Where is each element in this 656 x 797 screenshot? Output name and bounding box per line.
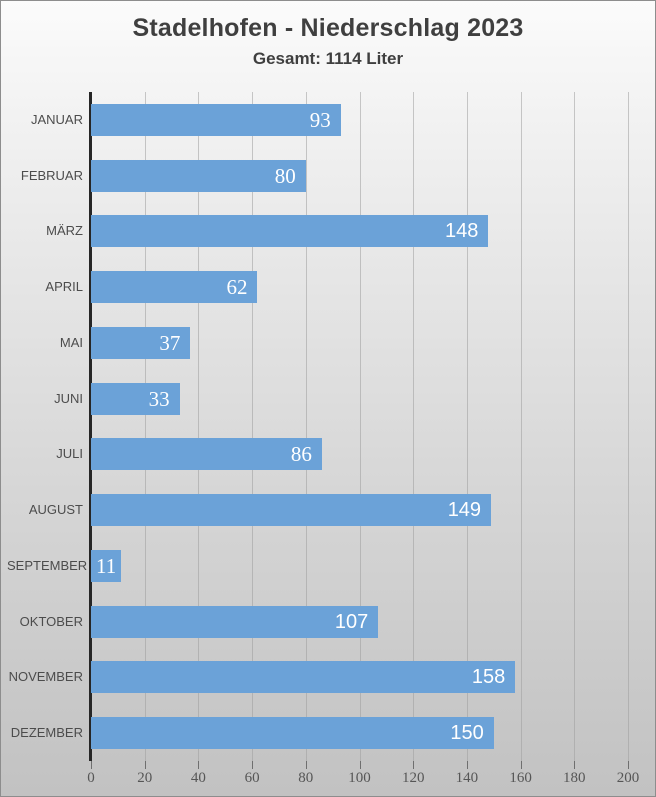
gridline <box>144 92 146 761</box>
x-axis-tick-mark <box>628 761 629 769</box>
bar: 33 <box>91 382 180 415</box>
x-axis-tick-mark <box>359 761 361 769</box>
category-label: MÄRZ <box>46 223 83 239</box>
bar: 148 <box>91 215 489 248</box>
x-axis: 0 20 40 60 80 100 120 140 160 180 200 <box>87 761 639 795</box>
bar: 62 <box>91 271 258 304</box>
plot-area: 93 80 148 62 37 33 86 149 11 107 158 150 <box>89 92 629 761</box>
category-label: AUGUST <box>28 502 83 518</box>
bar: 37 <box>91 326 191 359</box>
category-label: OKTOBER <box>19 613 83 629</box>
gridline <box>413 92 415 761</box>
category-label: NOVEMBER <box>8 669 83 685</box>
bar: 149 <box>91 494 492 527</box>
bar-value-label: 86 <box>290 442 312 467</box>
gridline <box>198 92 200 761</box>
x-axis-tick-label: 140 <box>455 770 479 786</box>
bar-value-label: 148 <box>445 220 479 243</box>
x-axis-tick-mark <box>574 761 576 769</box>
gridline <box>628 92 629 761</box>
x-axis-tick-label: 0 <box>87 770 95 786</box>
chart-subtitle: Gesamt: 1114 Liter <box>252 49 404 68</box>
category-label: FEBRUAR <box>20 167 83 183</box>
bar-value-label: 80 <box>274 163 296 188</box>
x-axis-tick-mark <box>413 761 415 769</box>
bar: 80 <box>91 159 306 192</box>
gridline <box>359 92 361 761</box>
gridline <box>252 92 254 761</box>
x-axis-tick-label: 200 <box>616 770 640 786</box>
bar: 107 <box>91 605 379 638</box>
x-axis-tick-label: 160 <box>509 770 532 786</box>
x-axis-tick-label: 120 <box>401 770 425 786</box>
bar-value-label: 107 <box>334 610 369 633</box>
gridline <box>305 92 307 761</box>
x-axis-tick-label: 20 <box>137 770 153 786</box>
x-axis-tick-mark <box>91 761 92 769</box>
category-label: MAI <box>59 334 83 350</box>
bar-value-label: 33 <box>148 386 170 411</box>
bar-value-label: 62 <box>226 275 248 300</box>
category-label: DEZEMBER <box>10 725 83 741</box>
bar: 158 <box>91 661 516 694</box>
x-axis-tick-label: 40 <box>190 770 206 786</box>
x-axis-tick-mark <box>520 761 522 769</box>
bar-value-label: 11 <box>96 553 117 578</box>
bar-value-label: 150 <box>450 722 484 745</box>
bar: 86 <box>91 438 322 471</box>
y-axis-line <box>89 92 92 761</box>
x-axis-tick-label: 80 <box>298 770 314 786</box>
gridline <box>466 92 468 761</box>
x-axis-tick-mark <box>144 761 146 769</box>
category-label: JULI <box>56 446 83 462</box>
bar-value-label: 93 <box>309 107 331 132</box>
bar-value-label: 37 <box>159 330 181 355</box>
x-axis-tick-mark <box>466 761 468 769</box>
category-label: JANUAR <box>30 111 83 127</box>
x-axis-tick-mark <box>252 761 254 769</box>
bar-value-label: 158 <box>471 666 506 689</box>
x-axis-tick-label: 100 <box>348 770 371 786</box>
gridline <box>520 92 522 761</box>
category-label: SEPTEMBER <box>7 557 88 573</box>
x-axis-tick-mark <box>305 761 307 769</box>
x-axis-tick-label: 180 <box>563 770 586 786</box>
x-axis-tick-mark <box>198 761 200 769</box>
category-label: JUNI <box>54 390 83 406</box>
category-label: APRIL <box>45 279 83 295</box>
x-axis-tick-label: 60 <box>244 770 260 786</box>
bar-value-label: 149 <box>447 499 482 522</box>
bar: 11 <box>91 549 121 582</box>
chart-title: Stadelhofen - Niederschlag 2023 <box>132 14 524 42</box>
bar: 93 <box>91 103 341 136</box>
bar: 150 <box>91 717 494 750</box>
gridline <box>574 92 576 761</box>
